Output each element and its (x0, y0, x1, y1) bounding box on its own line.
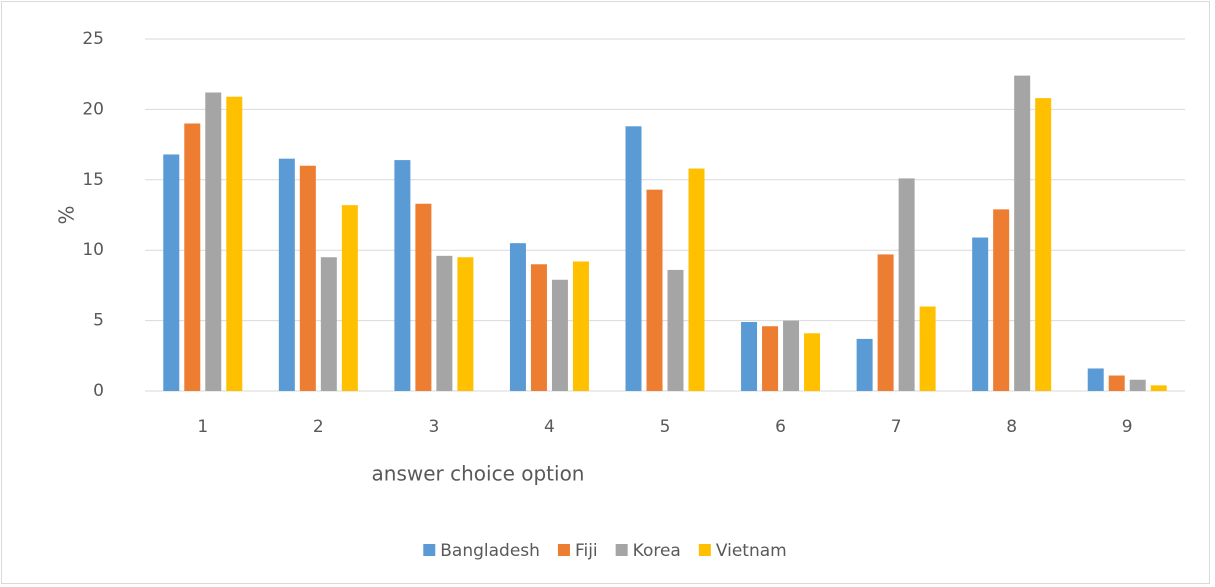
bar (993, 209, 1010, 391)
x-tick-label: 3 (428, 417, 439, 437)
bar (741, 322, 758, 391)
y-tick-label: 25 (82, 29, 104, 49)
bar (278, 158, 295, 391)
bar (184, 123, 201, 391)
bar (972, 237, 989, 391)
bar (1014, 75, 1031, 391)
bar (226, 96, 243, 391)
legend-swatch (615, 544, 628, 556)
bar (394, 160, 411, 391)
bar (877, 254, 894, 391)
bar (415, 203, 432, 391)
bar (1035, 98, 1052, 392)
bar (163, 154, 180, 391)
y-tick-label: 10 (82, 240, 104, 260)
legend-label: Bangladesh (440, 541, 540, 561)
x-tick-label: 9 (1122, 417, 1133, 437)
bar (572, 261, 589, 391)
bar (919, 306, 936, 391)
x-tick-label: 1 (197, 417, 208, 437)
bar (667, 269, 684, 391)
x-tick-label: 7 (891, 417, 902, 437)
y-tick-label: 0 (93, 381, 104, 401)
bar (457, 257, 474, 391)
y-tick-label: 5 (93, 311, 104, 331)
bar (341, 205, 358, 391)
bar (762, 326, 779, 391)
legend-label: Vietnam (716, 541, 787, 561)
bar (856, 338, 873, 391)
bar (625, 126, 642, 392)
bar (509, 243, 526, 391)
y-axis-title: % (55, 205, 79, 224)
x-tick-label: 2 (313, 417, 324, 437)
bar (1108, 375, 1125, 391)
bar (436, 255, 453, 391)
bar (1087, 368, 1104, 391)
bar (320, 257, 337, 391)
y-tick-label: 15 (82, 170, 104, 190)
legend-label: Fiji (575, 541, 598, 561)
legend-swatch (698, 544, 711, 556)
bar (804, 333, 821, 391)
bar (551, 279, 568, 391)
bar (1129, 379, 1146, 391)
bar (530, 264, 547, 391)
legend-label: Korea (633, 541, 681, 561)
x-tick-label: 5 (660, 417, 671, 437)
bar (299, 165, 316, 391)
x-tick-label: 4 (544, 417, 555, 437)
bar (646, 189, 663, 391)
legend-swatch (423, 544, 436, 556)
bar (688, 168, 705, 391)
bar (898, 178, 915, 391)
bar (205, 92, 222, 391)
x-tick-label: 8 (1006, 417, 1017, 437)
legend-swatch (557, 544, 570, 556)
bar (783, 320, 800, 391)
x-tick-label: 6 (775, 417, 786, 437)
y-tick-label: 20 (82, 99, 104, 119)
x-axis-title: answer choice option (372, 462, 585, 486)
bar (1150, 385, 1167, 391)
